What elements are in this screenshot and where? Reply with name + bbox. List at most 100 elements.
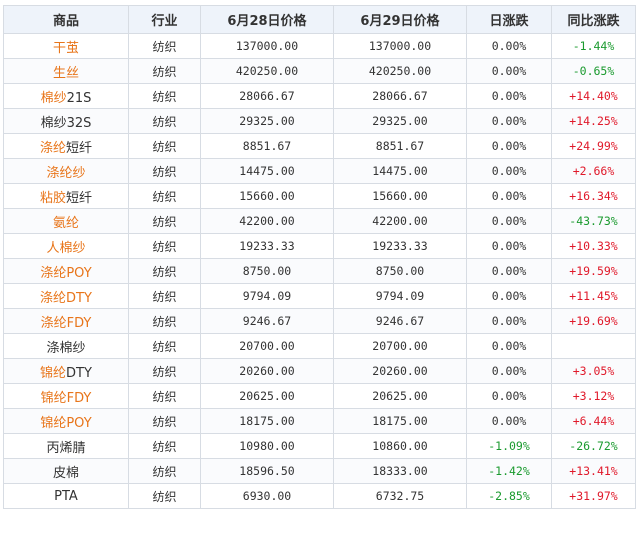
price-jun29-cell: 20700.00 <box>333 333 467 359</box>
industry-cell: 纺织 <box>128 283 201 309</box>
table-row: 棉纱21S 纺织 28066.67 28066.67 0.00% +14.40% <box>3 83 636 109</box>
price-jun28-cell: 20700.00 <box>200 333 334 359</box>
daily-change-cell: 0.00% <box>466 158 552 184</box>
commodity-name-link[interactable]: 棉纱 <box>40 90 67 106</box>
price-jun29-cell: 29325.00 <box>333 108 467 134</box>
price-jun29-cell: 19233.33 <box>333 233 467 259</box>
table-row: 涤纶FDY 纺织 9246.67 9246.67 0.00% +19.69% <box>3 308 636 334</box>
commodity-name-suffix: DTY <box>66 365 92 381</box>
industry-cell: 纺织 <box>128 208 201 234</box>
yoy-change-cell: +3.05% <box>551 358 636 384</box>
commodity-name-link[interactable]: 生丝 <box>52 65 79 81</box>
daily-change-cell: 0.00% <box>466 183 552 209</box>
industry-cell: 纺织 <box>128 258 201 284</box>
industry-cell: 纺织 <box>128 383 201 409</box>
commodity-name-link[interactable]: 涤纶POY <box>40 265 92 281</box>
daily-change-cell: 0.00% <box>466 283 552 309</box>
table-row: 丙烯腈 纺织 10980.00 10860.00 -1.09% -26.72% <box>3 433 636 459</box>
column-header-daily-change: 日涨跌 <box>466 5 552 34</box>
industry-cell: 纺织 <box>128 233 201 259</box>
price-jun29-cell: 9246.67 <box>333 308 467 334</box>
commodity-name-link: PTA <box>54 488 78 504</box>
price-jun28-cell: 10980.00 <box>200 433 334 459</box>
table-row: 涤纶纱 纺织 14475.00 14475.00 0.00% +2.66% <box>3 158 636 184</box>
daily-change-cell: 0.00% <box>466 383 552 409</box>
table-row: 锦纶DTY 纺织 20260.00 20260.00 0.00% +3.05% <box>3 358 636 384</box>
commodity-name-suffix: 短纤 <box>66 190 93 206</box>
price-jun29-cell: 10860.00 <box>333 433 467 459</box>
commodity-name-link[interactable]: 锦纶 <box>40 365 67 381</box>
commodity-name-link[interactable]: 锦纶FDY <box>40 390 92 406</box>
table-row: 氨纶 纺织 42200.00 42200.00 0.00% -43.73% <box>3 208 636 234</box>
commodity-name-link[interactable]: 涤纶纱 <box>46 165 86 181</box>
commodity-cell: 皮棉 <box>3 458 129 484</box>
table-row: 皮棉 纺织 18596.50 18333.00 -1.42% +13.41% <box>3 458 636 484</box>
table-row: 锦纶FDY 纺织 20625.00 20625.00 0.00% +3.12% <box>3 383 636 409</box>
yoy-change-cell: +13.41% <box>551 458 636 484</box>
price-jun28-cell: 20625.00 <box>200 383 334 409</box>
daily-change-cell: 0.00% <box>466 33 552 59</box>
price-jun28-cell: 8851.67 <box>200 133 334 159</box>
commodity-name-link[interactable]: 人棉纱 <box>46 240 86 256</box>
industry-cell: 纺织 <box>128 133 201 159</box>
price-jun28-cell: 29325.00 <box>200 108 334 134</box>
price-jun29-cell: 18333.00 <box>333 458 467 484</box>
industry-cell: 纺织 <box>128 158 201 184</box>
price-jun28-cell: 6930.00 <box>200 483 334 509</box>
commodity-cell: 锦纶DTY <box>3 358 129 384</box>
commodity-cell: 涤纶短纤 <box>3 133 129 159</box>
price-jun29-cell: 8851.67 <box>333 133 467 159</box>
commodity-cell: 丙烯腈 <box>3 433 129 459</box>
commodity-name-link: 棉纱 <box>40 115 67 131</box>
column-header-price-jun29: 6月29日价格 <box>333 5 467 34</box>
price-jun29-cell: 20625.00 <box>333 383 467 409</box>
table-row: 生丝 纺织 420250.00 420250.00 0.00% -0.65% <box>3 58 636 84</box>
commodity-name-link[interactable]: 锦纶POY <box>40 415 92 431</box>
commodity-cell: 人棉纱 <box>3 233 129 259</box>
commodity-name-suffix: 短纤 <box>66 140 93 156</box>
daily-change-cell: 0.00% <box>466 133 552 159</box>
price-jun29-cell: 28066.67 <box>333 83 467 109</box>
table-row: 锦纶POY 纺织 18175.00 18175.00 0.00% +6.44% <box>3 408 636 434</box>
industry-cell: 纺织 <box>128 183 201 209</box>
table-row: 棉纱32S 纺织 29325.00 29325.00 0.00% +14.25% <box>3 108 636 134</box>
commodity-cell: 涤棉纱 <box>3 333 129 359</box>
commodity-name-link[interactable]: 干茧 <box>52 40 79 56</box>
industry-cell: 纺织 <box>128 83 201 109</box>
yoy-change-cell: +2.66% <box>551 158 636 184</box>
commodity-name-link[interactable]: 涤纶DTY <box>40 290 92 306</box>
yoy-change-cell: -1.44% <box>551 33 636 59</box>
price-jun28-cell: 18175.00 <box>200 408 334 434</box>
industry-cell: 纺织 <box>128 483 201 509</box>
commodity-name-link[interactable]: 氨纶 <box>52 215 79 231</box>
price-jun28-cell: 19233.33 <box>200 233 334 259</box>
commodity-cell: 涤纶DTY <box>3 283 129 309</box>
industry-cell: 纺织 <box>128 333 201 359</box>
yoy-change-cell: +3.12% <box>551 383 636 409</box>
daily-change-cell: 0.00% <box>466 108 552 134</box>
commodity-cell: 生丝 <box>3 58 129 84</box>
yoy-change-cell: +19.59% <box>551 258 636 284</box>
commodity-name-link[interactable]: 涤纶FDY <box>40 315 92 331</box>
commodity-cell: 粘胶短纤 <box>3 183 129 209</box>
industry-cell: 纺织 <box>128 433 201 459</box>
industry-cell: 纺织 <box>128 358 201 384</box>
commodity-name-link[interactable]: 粘胶 <box>39 190 66 206</box>
column-header-industry: 行业 <box>128 5 201 34</box>
yoy-change-cell: +16.34% <box>551 183 636 209</box>
table-row: PTA 纺织 6930.00 6732.75 -2.85% +31.97% <box>3 483 636 509</box>
price-jun29-cell: 137000.00 <box>333 33 467 59</box>
commodity-cell: 锦纶FDY <box>3 383 129 409</box>
yoy-change-cell: +6.44% <box>551 408 636 434</box>
commodity-name-link[interactable]: 涤纶 <box>39 140 66 156</box>
table-row: 涤纶DTY 纺织 9794.09 9794.09 0.00% +11.45% <box>3 283 636 309</box>
daily-change-cell: 0.00% <box>466 258 552 284</box>
commodity-cell: 干茧 <box>3 33 129 59</box>
industry-cell: 纺织 <box>128 408 201 434</box>
commodity-price-table: 商品 行业 6月28日价格 6月29日价格 日涨跌 同比涨跌 干茧纺织 13700… <box>3 5 636 509</box>
price-jun29-cell: 9794.09 <box>333 283 467 309</box>
daily-change-cell: -2.85% <box>466 483 552 509</box>
table-body: 干茧 纺织 137000.00 137000.00 0.00% -1.44% 生丝 纺织 420… <box>3 33 636 509</box>
table-header-row: 商品 行业 6月28日价格 6月29日价格 日涨跌 同比涨跌 <box>3 5 636 34</box>
